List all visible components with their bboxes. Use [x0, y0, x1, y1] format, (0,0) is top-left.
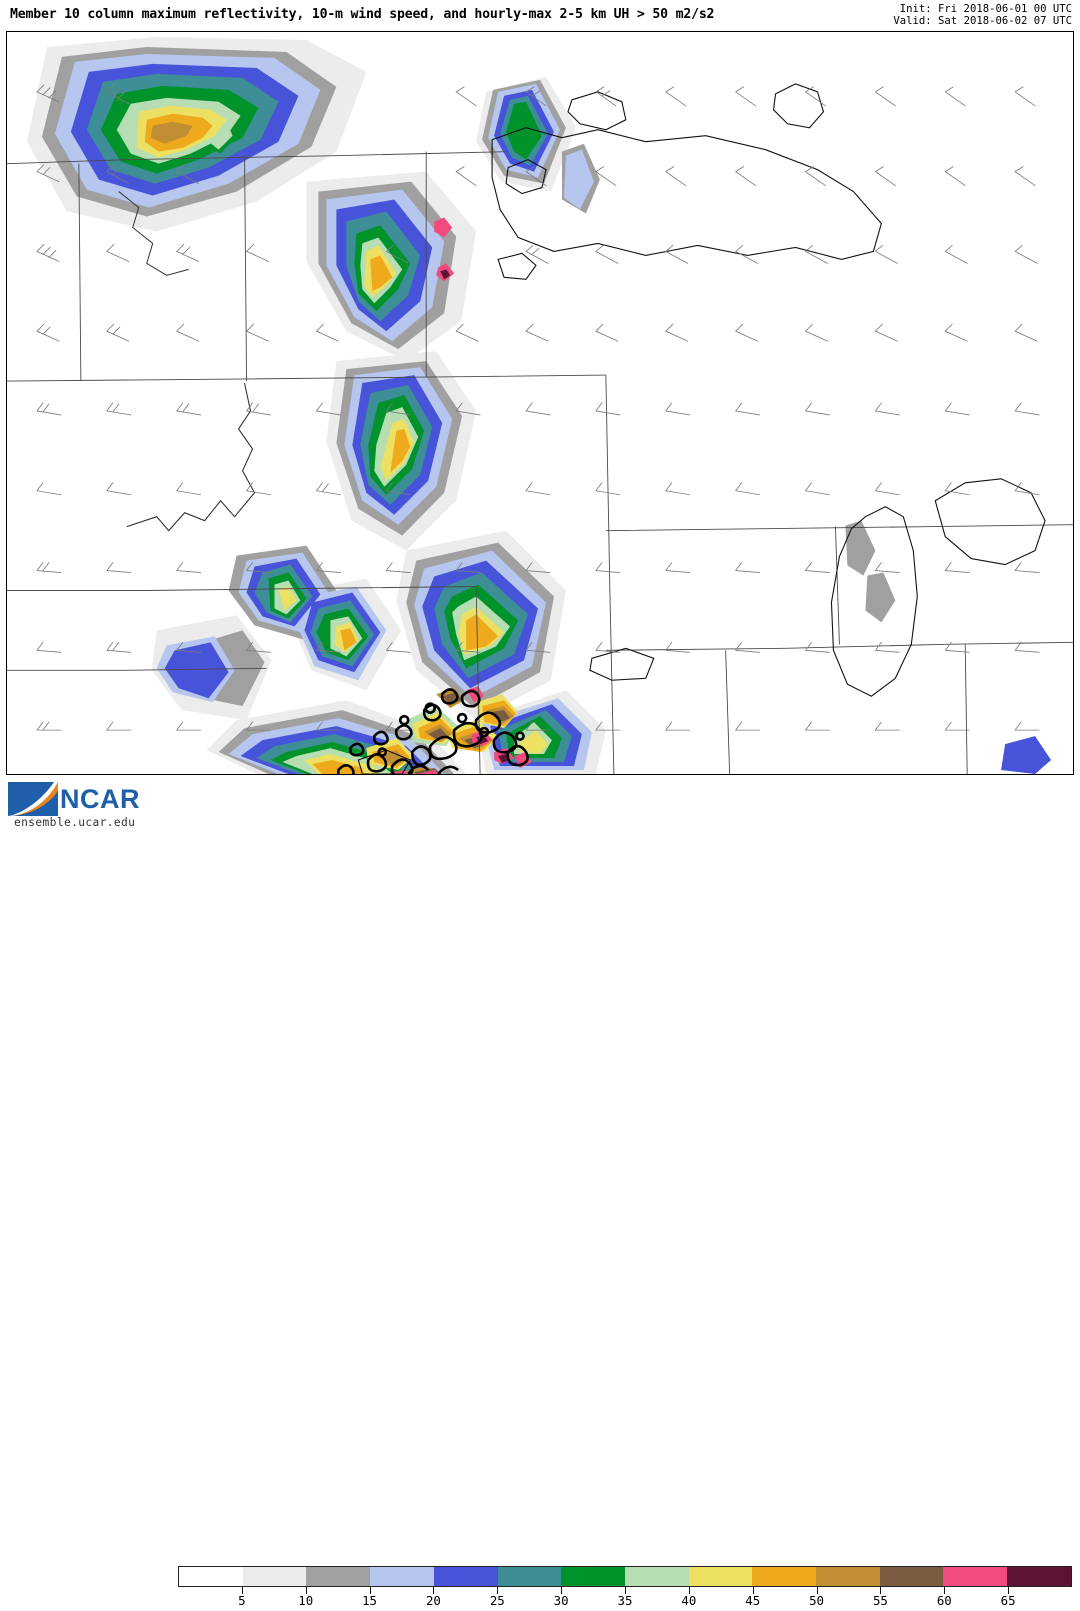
colorbar-band-15-20: [370, 1567, 434, 1586]
colorbar-band-55-60: [879, 1567, 944, 1586]
colorbar-label-55: 55: [872, 1593, 888, 1608]
updraft-helicity-contours: [337, 688, 529, 774]
ncar-logo-mark: [8, 782, 58, 816]
colorbar-band-0-5: [179, 1567, 243, 1586]
colorbar-label-25: 25: [489, 1593, 505, 1608]
colorbar-label-65: 65: [1000, 1593, 1016, 1608]
valid-time-label: Valid: Sat 2018-06-02 07 UTC: [893, 15, 1072, 28]
colorbar-band-25-30: [497, 1567, 562, 1586]
colorbar-band-45-50: [752, 1567, 817, 1586]
colorbar-label-10: 10: [298, 1593, 314, 1608]
header-bar: Member 10 column maximum reflectivity, 1…: [0, 0, 1080, 32]
colorbar-band-35-40: [624, 1567, 689, 1586]
ncar-logo[interactable]: NCAR ensemble.ucar.edu: [8, 782, 168, 830]
reflectivity-field: [26, 36, 1052, 774]
reflectivity-colorbar[interactable]: [178, 1566, 1072, 1587]
colorbar-band-5-10: [242, 1567, 307, 1586]
colorbar-label-60: 60: [936, 1593, 952, 1608]
colorbar-label-30: 30: [553, 1593, 569, 1608]
colorbar-band-65-70: [1007, 1567, 1071, 1586]
coastlines: [357, 83, 1046, 774]
colorbar-tick-labels: 5 10 15 20 25 30 35 40 45 50 55 60 65: [178, 1593, 1072, 1611]
colorbar-band-30-35: [561, 1567, 625, 1586]
footer-bar: NCAR ensemble.ucar.edu 5 10 15 20 25 30 35 40 45…: [0, 778, 1080, 1608]
map-panel[interactable]: [6, 31, 1074, 775]
colorbar-band-20-25: [433, 1567, 498, 1586]
wind-barbs: [36, 84, 1040, 731]
ncar-logo-url: ensemble.ucar.edu: [14, 816, 136, 829]
colorbar-band-60-65: [943, 1567, 1008, 1586]
timestamp-block: Init: Fri 2018-06-01 00 UTC Valid: Sat 20…: [893, 3, 1072, 28]
reflectivity-map[interactable]: [7, 32, 1073, 774]
colorbar-label-15: 15: [362, 1593, 378, 1608]
colorbar-band-50-55: [816, 1567, 880, 1586]
page-title: Member 10 column maximum reflectivity, 1…: [10, 7, 715, 22]
colorbar-band-10-15: [306, 1567, 371, 1586]
ncar-logo-text: NCAR: [60, 784, 140, 814]
colorbar-label-20: 20: [425, 1593, 441, 1608]
colorbar-label-50: 50: [809, 1593, 825, 1608]
colorbar-band-40-45: [688, 1567, 753, 1586]
colorbar-label-5: 5: [238, 1593, 246, 1608]
colorbar-label-45: 45: [745, 1593, 761, 1608]
colorbar-label-35: 35: [617, 1593, 633, 1608]
colorbar-label-40: 40: [681, 1593, 697, 1608]
state-boundaries: [7, 151, 1073, 774]
init-time-label: Init: Fri 2018-06-01 00 UTC: [899, 3, 1072, 15]
